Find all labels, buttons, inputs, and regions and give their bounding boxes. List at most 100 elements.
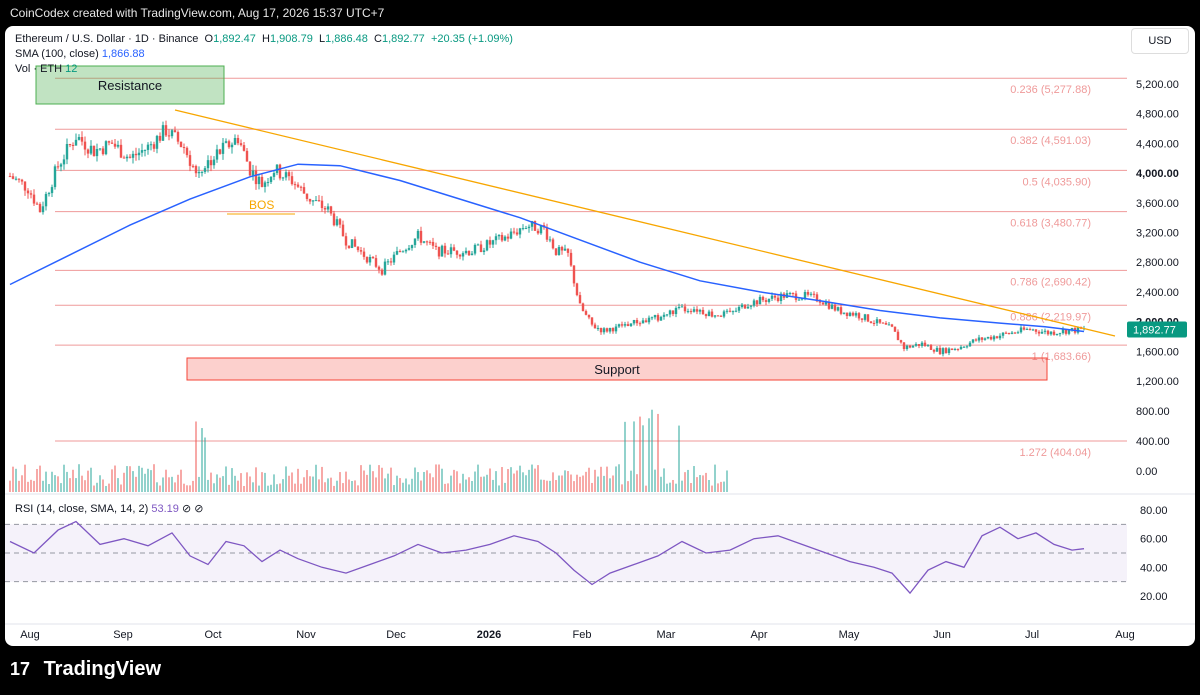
price-tick-label: 2,400.00: [1136, 287, 1179, 299]
candle: [521, 228, 525, 230]
time-tick-label: Nov: [296, 629, 316, 641]
candle: [989, 336, 993, 340]
candle: [707, 311, 711, 317]
rsi-tick-label: 60.00: [1140, 534, 1168, 546]
volume-bar: [705, 472, 707, 492]
last-price-badge: [1127, 321, 1187, 338]
candle: [41, 206, 45, 213]
volume-bar: [15, 468, 17, 492]
candle: [737, 306, 741, 311]
volume-bar: [135, 476, 137, 492]
volume-bar: [540, 479, 542, 492]
candle: [704, 314, 708, 317]
candle: [806, 292, 810, 295]
candle: [302, 187, 306, 194]
candle: [1010, 332, 1014, 334]
candle: [152, 144, 156, 149]
candle: [911, 345, 915, 348]
chart-panel[interactable]: 0.236 (5,277.88) 0.382 (4,591.03) 0.5 (4,0…: [5, 26, 1195, 646]
candle: [14, 178, 18, 180]
volume-bar: [372, 471, 374, 492]
candle: [131, 153, 135, 158]
symbol-legend: Ethereum / U.S. Dollar · 1D · Binance O1…: [15, 32, 513, 77]
candle: [515, 232, 519, 235]
candle: [701, 309, 705, 315]
volume-bar: [666, 483, 668, 492]
volume-bar: [111, 469, 113, 492]
candle: [188, 155, 192, 166]
candle: [1067, 329, 1071, 334]
change-value: +20.35 (+1.09%): [430, 33, 513, 45]
candle: [155, 135, 159, 149]
candle: [47, 193, 51, 195]
candle: [899, 340, 903, 343]
candle: [260, 176, 264, 187]
volume-bar: [684, 472, 686, 492]
candle: [575, 283, 579, 296]
volume-bar: [696, 477, 698, 492]
volume-bar: [420, 480, 422, 492]
volume-bar: [402, 482, 404, 492]
price-tick-label: 3,600.00: [1136, 198, 1179, 210]
rsi-legend: RSI (14, close, SMA, 14, 2) 53.19 ⊘ ⊘: [15, 502, 203, 515]
price-tick-label: 2,800.00: [1136, 257, 1179, 269]
candle: [26, 190, 30, 194]
candle: [788, 292, 792, 294]
candle: [941, 348, 945, 355]
candle: [344, 236, 348, 246]
volume-bar: [360, 465, 362, 492]
candle: [977, 337, 981, 341]
candle: [239, 143, 243, 146]
candle: [68, 144, 72, 146]
candle: [713, 315, 717, 317]
volume-bar: [324, 482, 326, 492]
candle: [428, 241, 432, 243]
volume-bar: [129, 466, 131, 492]
candle: [959, 346, 963, 349]
volume-bar: [141, 467, 143, 492]
volume-bar: [165, 469, 167, 492]
close-value: 1,892.77: [381, 33, 425, 45]
volume-bar: [51, 471, 53, 492]
candle: [146, 144, 150, 150]
candle: [710, 311, 714, 317]
price-tick-label: 400.00: [1136, 436, 1170, 448]
candle: [974, 339, 978, 341]
candle: [476, 244, 480, 246]
currency-button[interactable]: USD: [1131, 28, 1189, 54]
volume-bar: [9, 480, 11, 492]
volume-bar: [609, 478, 611, 492]
hide-icon[interactable]: ⊘: [194, 503, 204, 515]
candle: [605, 328, 609, 332]
rsi-pane: 80.00 60.00 40.00 20.00: [5, 505, 1168, 603]
volume-bar: [204, 437, 206, 492]
eye-icon[interactable]: ⊘: [181, 503, 192, 515]
tradingview-brand[interactable]: 17 TradingView: [10, 655, 161, 683]
volume-bar: [366, 474, 368, 492]
candle: [650, 317, 654, 319]
volume-bar: [702, 475, 704, 492]
candle: [140, 150, 144, 153]
candle: [95, 148, 99, 157]
volume-bar: [711, 485, 713, 492]
volume-bar: [726, 470, 728, 492]
candle: [56, 166, 60, 168]
candle: [629, 323, 633, 327]
candle: [653, 315, 657, 318]
candle: [1001, 332, 1005, 336]
resistance-label: Resistance: [98, 78, 162, 93]
candle: [770, 295, 774, 299]
candle: [659, 316, 663, 321]
price-chart[interactable]: 0.236 (5,277.88) 0.382 (4,591.03) 0.5 (4,0…: [5, 26, 1195, 646]
volume-bar: [468, 477, 470, 492]
candle: [407, 248, 411, 250]
volume-bar: [618, 464, 620, 492]
candle: [830, 304, 834, 309]
volume-bar: [537, 465, 539, 492]
candle: [803, 292, 807, 299]
candle: [209, 160, 213, 166]
price-candles: [8, 120, 1086, 357]
candle: [545, 227, 549, 240]
candle: [311, 200, 315, 202]
candle: [773, 295, 777, 298]
